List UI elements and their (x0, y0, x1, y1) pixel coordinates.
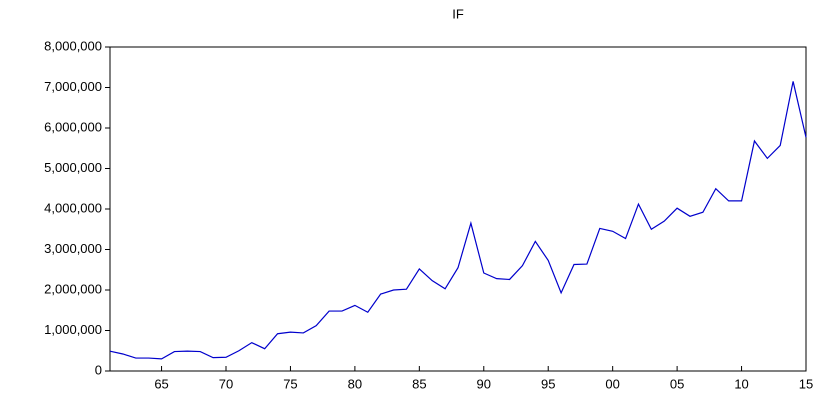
x-tick-label: 65 (154, 376, 168, 391)
x-tick-label: 85 (412, 376, 426, 391)
x-tick-label: 95 (541, 376, 555, 391)
y-tick-label: 3,000,000 (44, 241, 102, 256)
y-tick-label: 5,000,000 (44, 160, 102, 175)
y-tick-label: 0 (95, 362, 102, 377)
x-tick-label: 90 (477, 376, 491, 391)
y-tick-label: 6,000,000 (44, 119, 102, 134)
data-line (109, 81, 807, 360)
x-tick-label: 80 (348, 376, 362, 391)
y-tick-label: 2,000,000 (44, 281, 102, 296)
y-tick-label: 8,000,000 (44, 38, 102, 53)
plot-frame (109, 46, 807, 372)
y-tick-label: 7,000,000 (44, 79, 102, 94)
x-tick-label: 10 (734, 376, 748, 391)
y-tick-label: 1,000,000 (44, 322, 102, 337)
x-tick-label: 00 (605, 376, 619, 391)
x-tick-label: 75 (283, 376, 297, 391)
x-tick-label: 15 (799, 376, 813, 391)
x-tick-label: 05 (670, 376, 684, 391)
y-tick-label: 4,000,000 (44, 200, 102, 215)
chart-title: IF (452, 6, 464, 21)
x-tick-label: 70 (219, 376, 233, 391)
